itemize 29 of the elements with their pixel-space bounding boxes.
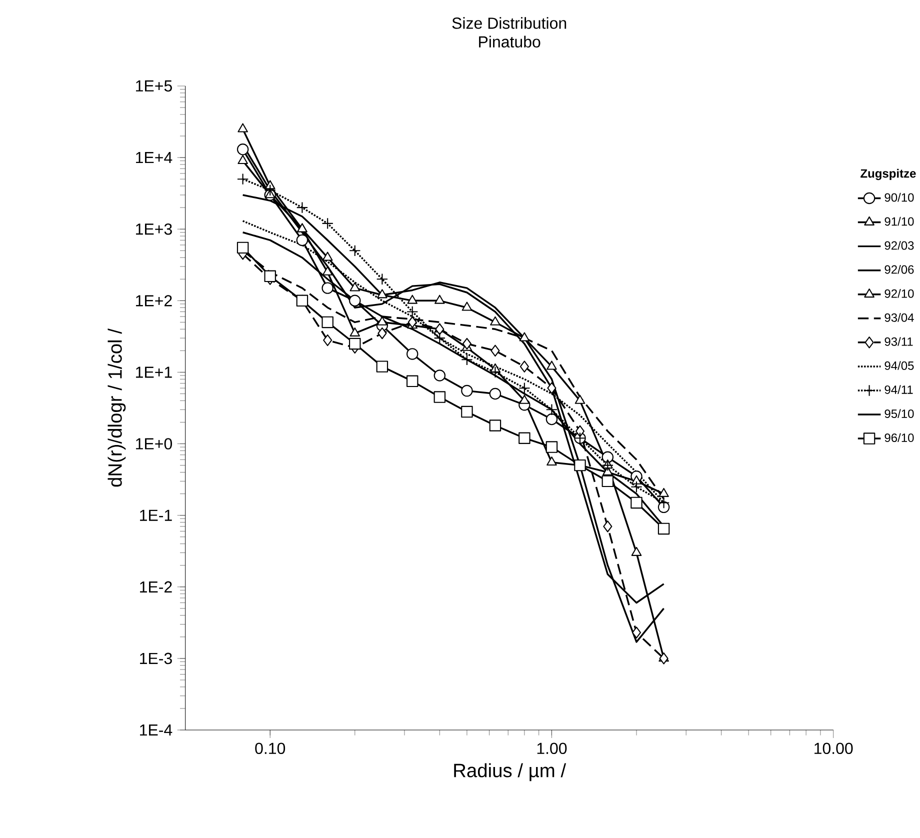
legend-label: 96/10 bbox=[884, 433, 914, 442]
legend-label: 95/10 bbox=[884, 409, 914, 418]
y-tick-label: 1E-1 bbox=[140, 510, 172, 521]
chart-subtitle: Pinatubo bbox=[479, 36, 540, 48]
y-tick-label: 1E+1 bbox=[136, 366, 172, 378]
legend-label: 91/10 bbox=[884, 216, 914, 226]
legend-label: 93/04 bbox=[884, 313, 914, 322]
x-tick-label: 1.00 bbox=[537, 742, 567, 754]
y-tick-label: 1E+2 bbox=[136, 295, 172, 306]
chart-title: Size Distribution bbox=[452, 17, 566, 29]
legend-label: 92/06 bbox=[884, 264, 914, 274]
legend-label: 93/11 bbox=[884, 337, 913, 346]
y-tick-label: 1E-3 bbox=[140, 652, 172, 664]
y-tick-label: 1E-2 bbox=[140, 581, 172, 592]
x-axis-title: Radius / µm / bbox=[454, 763, 566, 782]
x-tick-label: 10.00 bbox=[814, 742, 853, 754]
legend-label: 94/05 bbox=[884, 361, 914, 370]
y-tick-label: 1E+5 bbox=[136, 80, 172, 92]
legend-label: 94/11 bbox=[884, 385, 913, 394]
legend-label: 92/10 bbox=[884, 289, 914, 298]
y-tick-label: 1E+3 bbox=[136, 223, 172, 235]
y-tick-label: 1E-4 bbox=[140, 724, 172, 736]
y-axis-title: dN(r)/dlogr / 1/col / bbox=[108, 328, 126, 487]
x-tick-label: 0.10 bbox=[255, 742, 286, 754]
legend-label: 92/03 bbox=[884, 240, 914, 250]
y-tick-label: 1E+4 bbox=[136, 152, 172, 164]
legend-title: Zugspitze bbox=[860, 168, 916, 180]
y-tick-label: 1E+0 bbox=[136, 438, 172, 450]
legend-label: 90/10 bbox=[884, 192, 914, 202]
